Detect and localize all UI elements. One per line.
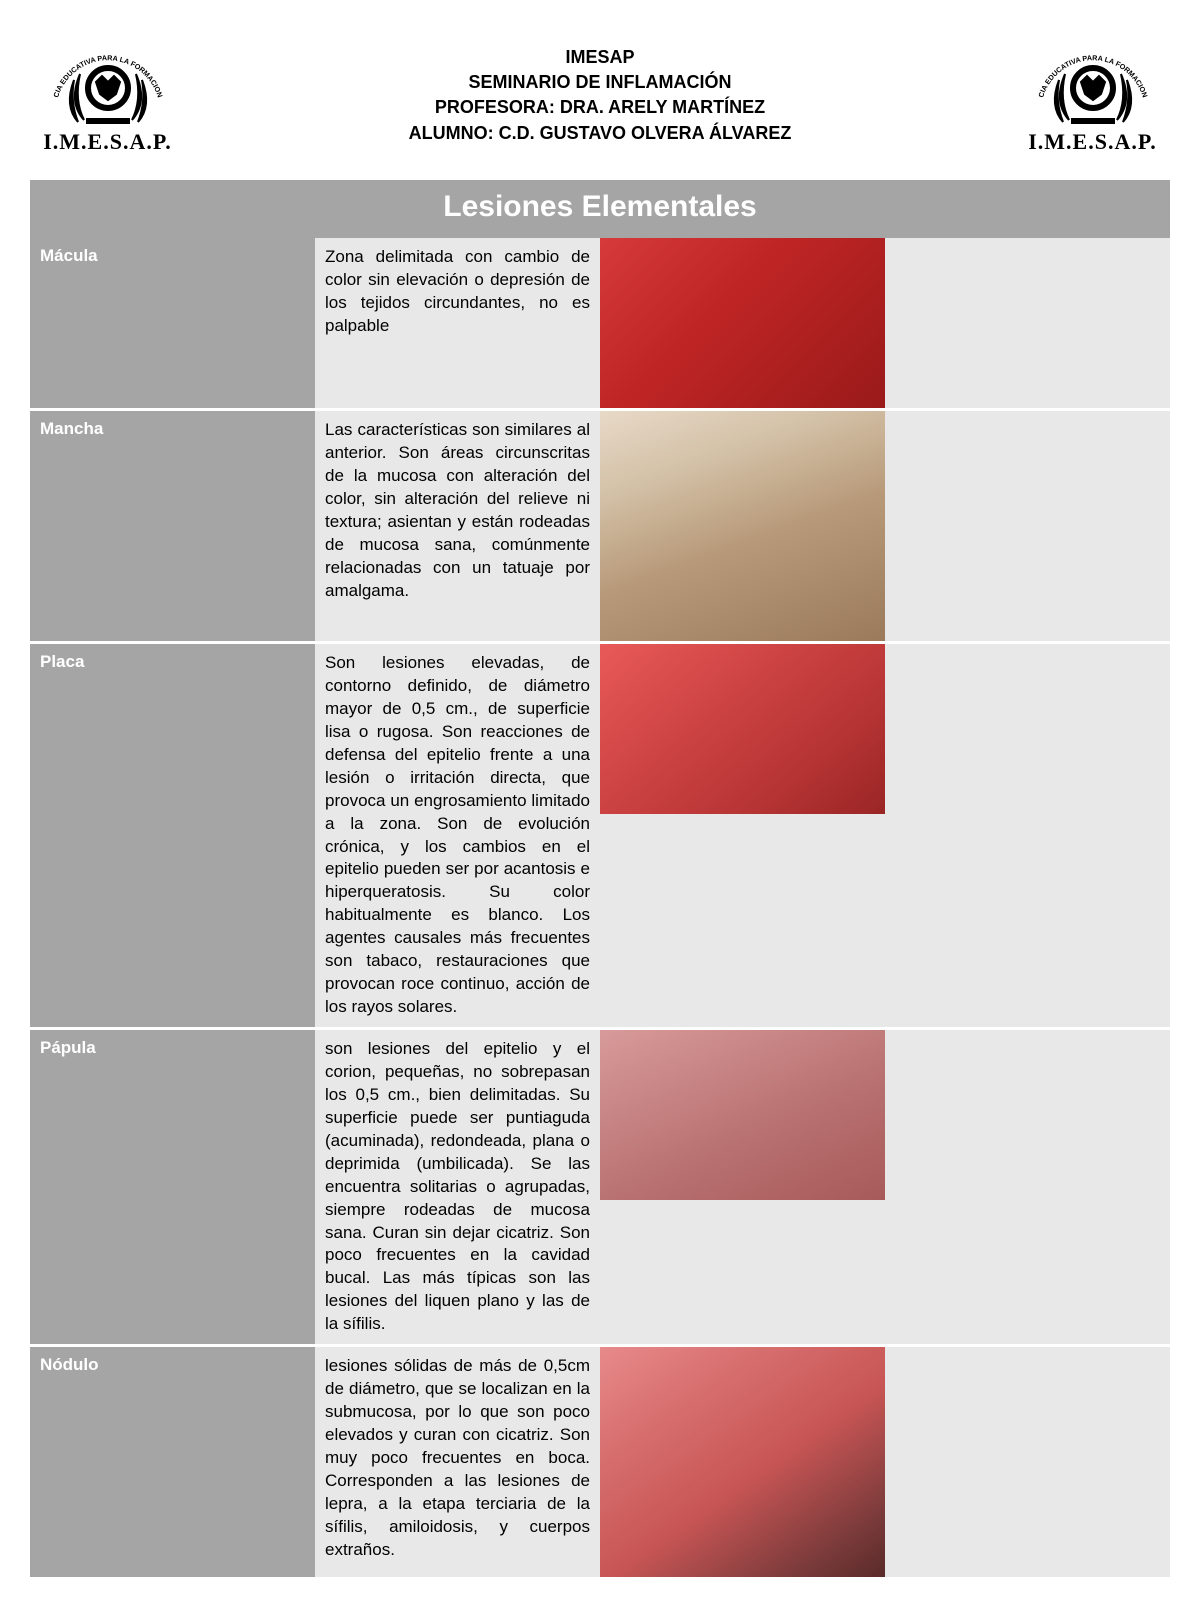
logo-text-right: I.M.E.S.A.P. (1028, 129, 1157, 155)
table-row: Nódulolesiones sólidas de más de 0,5cm d… (30, 1346, 1170, 1579)
row-spacer (885, 238, 1170, 410)
lesion-term: Mancha (30, 410, 315, 643)
header-student: ALUMNO: C.D. GUSTAVO OLVERA ÁLVAREZ (185, 121, 1015, 146)
row-spacer (885, 1346, 1170, 1579)
table-row: ManchaLas características son similares … (30, 410, 1170, 643)
lesion-image-cell (600, 643, 885, 1029)
header-title-block: IMESAP SEMINARIO DE INFLAMACIÓN PROFESOR… (185, 20, 1015, 146)
lesion-image-cell (600, 1346, 885, 1579)
header-professor: PROFESORA: DRA. ARELY MARTÍNEZ (185, 95, 1015, 120)
document-header: EXCELENCIA EDUCATIVA PARA LA FORMACION H… (30, 20, 1170, 160)
imesap-emblem-icon: EXCELENCIA EDUCATIVA PARA LA FORMACION H… (1023, 26, 1163, 131)
clinical-photo-macula (600, 238, 885, 408)
clinical-photo-nodulo (600, 1347, 885, 1577)
row-spacer (885, 643, 1170, 1029)
table-title: Lesiones Elementales (30, 180, 1170, 238)
lesion-description: Son lesiones elevadas, de contorno defin… (315, 643, 600, 1029)
row-spacer (885, 1029, 1170, 1346)
lesion-term: Placa (30, 643, 315, 1029)
logo-left: EXCELENCIA EDUCATIVA PARA LA FORMACION H… (30, 20, 185, 160)
clinical-photo-placa (600, 644, 885, 814)
lesion-image-cell (600, 1029, 885, 1346)
lesion-image-cell (600, 410, 885, 643)
row-spacer (885, 410, 1170, 643)
lesion-term: Pápula (30, 1029, 315, 1346)
lesion-term: Mácula (30, 238, 315, 410)
table-row: PlacaSon lesiones elevadas, de contorno … (30, 643, 1170, 1029)
logo-right: EXCELENCIA EDUCATIVA PARA LA FORMACION H… (1015, 20, 1170, 160)
lesion-description: son lesiones del epitelio y el corion, p… (315, 1029, 600, 1346)
table-row: Pápulason lesiones del epitelio y el cor… (30, 1029, 1170, 1346)
table-title-row: Lesiones Elementales (30, 180, 1170, 238)
lesion-description: Zona delimitada con cambio de color sin … (315, 238, 600, 410)
lesion-image-cell (600, 238, 885, 410)
imesap-emblem-icon: EXCELENCIA EDUCATIVA PARA LA FORMACION H… (38, 26, 178, 131)
lesion-description: Las características son similares al ant… (315, 410, 600, 643)
lesion-term: Nódulo (30, 1346, 315, 1579)
clinical-photo-mancha (600, 411, 885, 641)
header-org: IMESAP (185, 45, 1015, 70)
logo-text-left: I.M.E.S.A.P. (43, 129, 172, 155)
clinical-photo-papula (600, 1030, 885, 1200)
lesion-description: lesiones sólidas de más de 0,5cm de diám… (315, 1346, 600, 1579)
table-row: MáculaZona delimitada con cambio de colo… (30, 238, 1170, 410)
header-seminar: SEMINARIO DE INFLAMACIÓN (185, 70, 1015, 95)
lesiones-table: Lesiones Elementales MáculaZona delimita… (30, 180, 1170, 1580)
